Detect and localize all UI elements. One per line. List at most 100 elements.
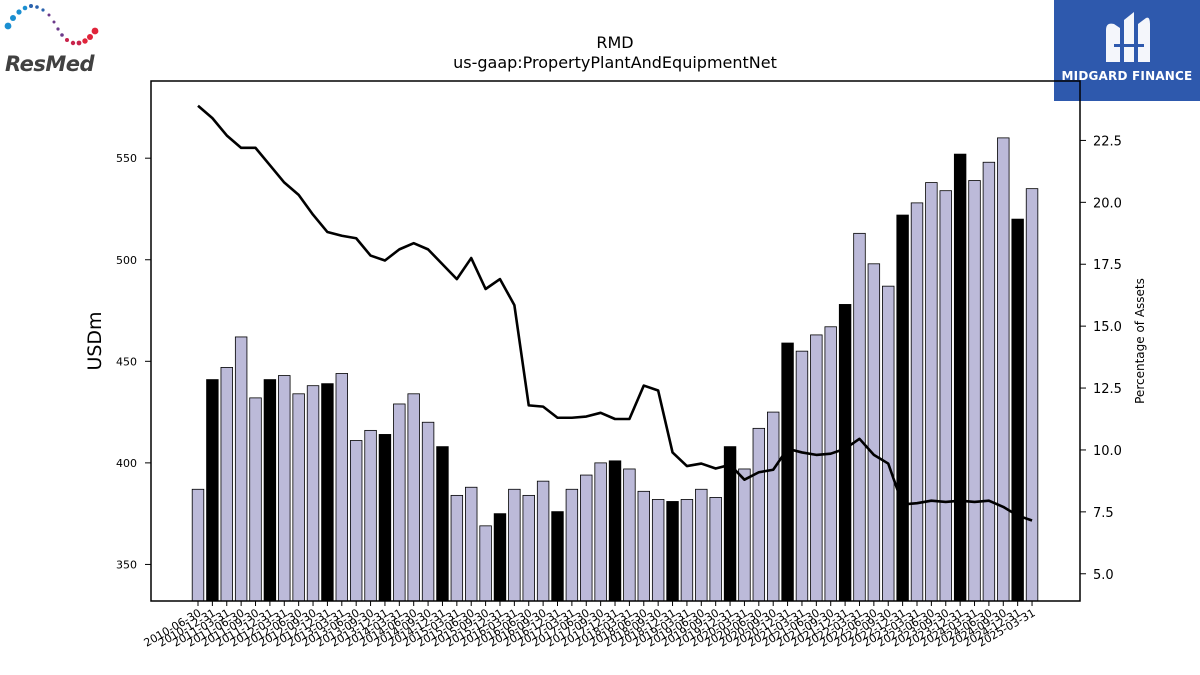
y-tick-label-500: 500 (116, 254, 137, 267)
y2-tick-label-5.0: 5.0 (1093, 568, 1114, 583)
y-axis-right: 5.0 7.5 10.0 12.5 15.0 17.5 20.0 22.5 (1080, 134, 1122, 583)
bar-2011-09-30 (249, 397, 262, 602)
logo-dot (60, 33, 64, 37)
logo-dot (65, 38, 69, 42)
bar-2016-06-30 (522, 494, 535, 602)
bar-2012-03-31 (278, 375, 291, 602)
y2-axis-label: Percentage of Assets (1133, 278, 1147, 404)
bar-2022-06-30 (867, 263, 881, 602)
resmed-logo: ResMed (0, 0, 110, 84)
logo-dot (4, 22, 12, 30)
resmed-wordmark: ResMed (5, 52, 95, 76)
y-axis-label: USDm (84, 311, 106, 370)
logo-dot (87, 34, 93, 40)
bar-2013-12-31 (378, 434, 392, 602)
bar-2013-03-31 (335, 373, 349, 602)
logo-dot (41, 8, 45, 12)
bars-layer (191, 137, 1039, 602)
bar-2021-03-31 (795, 350, 809, 602)
y2-tick-label-17.5: 17.5 (1093, 258, 1122, 273)
bar-2016-03-31 (508, 488, 521, 602)
logo-dot (16, 9, 22, 15)
bar-2023-09-30 (939, 190, 952, 602)
bar-2020-03-31 (738, 468, 751, 602)
bar-2015-03-31 (450, 494, 464, 602)
percentage-of-assets-line (197, 104, 1033, 522)
bar-2022-09-30 (882, 285, 895, 602)
bar-2019-03-31 (680, 499, 694, 602)
bar-2022-12-31 (896, 214, 909, 602)
bar-2012-06-30 (292, 393, 305, 602)
y2-tick-label-7.5: 7.5 (1093, 506, 1114, 521)
bar-2021-09-30 (824, 326, 837, 602)
logo-dot (47, 13, 51, 17)
bar-2023-12-31 (953, 153, 967, 602)
bar-2015-12-31 (493, 513, 507, 602)
bar-2011-12-31 (263, 379, 277, 602)
bar-2010-06-30 (191, 488, 205, 602)
bar-2010-12-31 (206, 379, 219, 602)
bar-2019-06-30 (695, 488, 708, 602)
bar-2016-09-30 (536, 480, 550, 602)
chart-title: RMD (596, 33, 633, 52)
logo-dot (82, 38, 88, 44)
bar-2012-09-30 (306, 385, 320, 602)
logo-dot (70, 40, 76, 46)
bar-2017-09-30 (594, 462, 607, 602)
y-tick-label-400: 400 (116, 457, 137, 470)
bar-2017-12-31 (608, 460, 622, 602)
bar-2011-06-30 (234, 336, 248, 602)
y2-tick-label-10.0: 10.0 (1093, 444, 1122, 459)
logo-dot (56, 27, 60, 31)
y2-tick-label-12.5: 12.5 (1093, 382, 1122, 397)
bar-2013-06-30 (349, 440, 363, 602)
bar-2020-09-30 (767, 411, 780, 602)
bar-2021-06-30 (810, 334, 823, 602)
logo-dot (29, 4, 33, 8)
bar-2018-06-30 (637, 490, 650, 602)
bar-2025-03-31 (1025, 188, 1039, 602)
bar-2023-06-30 (925, 182, 938, 602)
logo-dot (10, 15, 16, 21)
y-tick-label-550: 550 (116, 152, 137, 165)
x-axis: 2010-06-302010-12-312011-03-312011-06-30… (142, 601, 1038, 650)
y-tick-label-350: 350 (116, 558, 137, 571)
logo-dot (22, 5, 28, 11)
bar-2015-09-30 (479, 525, 492, 602)
bar-2017-03-31 (565, 488, 579, 602)
bar-2015-06-30 (465, 486, 478, 602)
bar-2024-09-30 (997, 137, 1010, 602)
bar-2014-09-30 (421, 421, 435, 602)
bar-2023-03-31 (910, 202, 924, 602)
bar-2014-12-31 (436, 446, 449, 602)
logo-dot (52, 20, 56, 24)
bar-2016-12-31 (551, 511, 564, 602)
bar-2018-03-31 (623, 468, 636, 602)
bar-2017-06-30 (580, 474, 593, 602)
logo-dot (35, 5, 39, 9)
bar-2012-12-31 (321, 383, 334, 602)
midgard-logo-icon (1106, 12, 1150, 63)
bar-2011-03-31 (220, 367, 233, 602)
y2-tick-label-20.0: 20.0 (1093, 196, 1122, 211)
logo-dot (76, 40, 82, 46)
bar-2021-12-31 (838, 304, 852, 602)
bar-2022-03-31 (853, 232, 866, 602)
bar-2019-09-30 (709, 497, 722, 602)
midgard-finance-badge: MIDGARD FINANCE (1054, 0, 1200, 101)
bar-2018-12-31 (666, 501, 679, 602)
bar-2024-06-30 (982, 161, 996, 602)
y2-tick-label-15.0: 15.0 (1093, 320, 1122, 335)
bar-2014-06-30 (407, 393, 420, 602)
line-layer (197, 104, 1033, 522)
bar-2024-03-31 (968, 180, 981, 602)
y2-tick-label-22.5: 22.5 (1093, 134, 1122, 149)
bar-2020-06-30 (752, 427, 766, 602)
bar-2013-09-30 (364, 429, 377, 602)
logo-dot (91, 27, 99, 35)
bar-2018-09-30 (651, 499, 665, 602)
bar-2014-03-31 (393, 403, 406, 602)
chart-subtitle: us-gaap:PropertyPlantAndEquipmentNet (453, 53, 777, 72)
